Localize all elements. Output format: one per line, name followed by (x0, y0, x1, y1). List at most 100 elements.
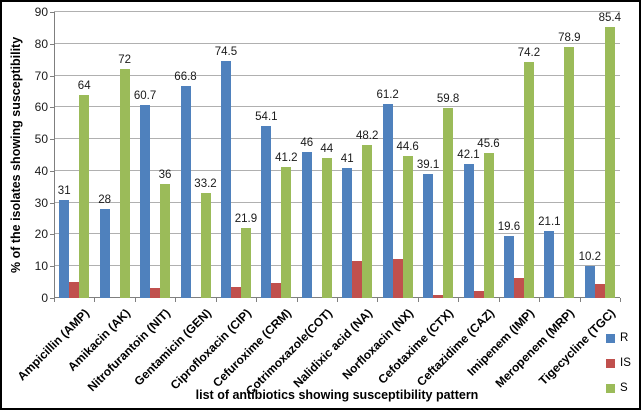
y-tick-label: 0 (41, 291, 48, 305)
data-label: 36 (158, 168, 172, 181)
is-bar (150, 287, 161, 298)
y-axis-title: % of the isolates showing susceptibility (9, 36, 23, 274)
data-label: 46 (300, 136, 314, 149)
data-label: 44 (320, 143, 334, 156)
data-label: 74.5 (214, 46, 238, 59)
data-label: 64 (77, 79, 91, 92)
is-bar (352, 260, 363, 298)
data-label: 33.2 (194, 177, 217, 190)
legend-item-s: S (606, 382, 631, 394)
y-tick-label: 80 (34, 36, 48, 51)
s-bar (443, 107, 454, 298)
x-tick-mark (458, 298, 460, 302)
y-tick-label: 90 (34, 5, 48, 19)
r-bar (503, 235, 514, 298)
data-label: 10.2 (578, 250, 601, 263)
s-bar (200, 192, 211, 298)
data-label: 60.7 (133, 90, 157, 103)
r-bar (140, 105, 151, 298)
legend-item-r: R (606, 332, 631, 344)
is-bar (392, 258, 403, 298)
is-series-swatch-icon (606, 358, 615, 368)
data-label: 78.9 (558, 32, 581, 45)
gridline (54, 42, 620, 44)
r-bar (301, 151, 312, 298)
x-category-label: Cefotaxime (CTX) (375, 306, 456, 387)
x-tick-mark (94, 298, 96, 302)
y-tick-mark (50, 234, 54, 236)
x-tick-mark (296, 298, 298, 302)
gridline (54, 11, 620, 12)
y-tick-label: 20 (34, 227, 48, 242)
x-tick-mark (579, 298, 581, 302)
x-category-label: Ampicillin (AMP) (14, 306, 93, 384)
legend-label-r: R (620, 332, 629, 344)
x-tick-mark (337, 298, 338, 302)
data-label: 44.6 (396, 141, 419, 154)
y-tick-label: 60 (34, 100, 48, 115)
data-label: 39.1 (416, 158, 440, 171)
s-bar (119, 69, 130, 298)
y-tick-mark (50, 43, 54, 45)
gridline (54, 265, 620, 267)
y-tick-label: 30 (34, 195, 48, 210)
data-label: 21.1 (538, 215, 561, 228)
data-label: 48.2 (356, 129, 379, 142)
data-label: 61.2 (376, 88, 399, 101)
r-bar (544, 230, 555, 298)
x-category-label: Norfloxacin (NX) (339, 306, 416, 383)
data-label: 41 (340, 152, 354, 165)
y-tick-label: 50 (34, 132, 48, 147)
legend-item-is: IS (606, 357, 631, 369)
r-bar (584, 265, 595, 298)
y-tick-mark (50, 107, 54, 109)
s-bar (321, 158, 332, 298)
s-bar (604, 26, 615, 298)
is-bar (69, 282, 80, 298)
y-tick-mark (50, 298, 54, 299)
legend-label-is: IS (620, 357, 631, 369)
x-tick-mark (175, 298, 177, 302)
x-axis-line (54, 297, 620, 298)
is-bar (594, 284, 605, 298)
data-label: 72 (118, 54, 132, 67)
x-tick-mark (498, 298, 500, 302)
data-label: 31 (57, 184, 71, 197)
r-bar (99, 209, 110, 298)
r-series-swatch-icon (606, 333, 615, 343)
s-bar (523, 62, 534, 298)
legend-label-s: S (620, 382, 628, 394)
data-label: 74.2 (517, 47, 541, 60)
y-tick-mark (50, 75, 54, 77)
y-tick-label: 70 (34, 68, 48, 83)
s-bar (564, 47, 575, 298)
is-bar (513, 278, 524, 298)
x-tick-mark (620, 298, 621, 302)
data-label: 45.6 (477, 138, 500, 151)
is-bar (473, 290, 484, 298)
data-label: 28 (98, 194, 112, 207)
data-label: 19.6 (497, 220, 521, 233)
gridline (54, 106, 620, 108)
x-axis-title: list of antibiotics showing susceptibili… (195, 388, 479, 402)
x-tick-mark (215, 298, 217, 302)
y-tick-mark (50, 139, 54, 141)
s-bar (281, 167, 292, 298)
r-bar (59, 199, 70, 298)
data-label: 85.4 (598, 11, 621, 24)
y-tick-mark (50, 12, 54, 13)
gridline (54, 169, 620, 171)
s-bar (240, 228, 251, 298)
s-bar (79, 94, 90, 298)
r-bar (180, 85, 191, 298)
y-tick-mark (50, 170, 54, 172)
data-label: 54.1 (255, 111, 278, 124)
y-tick-label: 10 (34, 259, 48, 274)
r-bar (261, 126, 272, 298)
s-series-swatch-icon (606, 383, 615, 393)
legend: R IS S (606, 332, 631, 407)
data-label: 59.8 (436, 92, 460, 105)
x-tick-mark (54, 298, 55, 302)
x-tick-mark (539, 298, 541, 302)
